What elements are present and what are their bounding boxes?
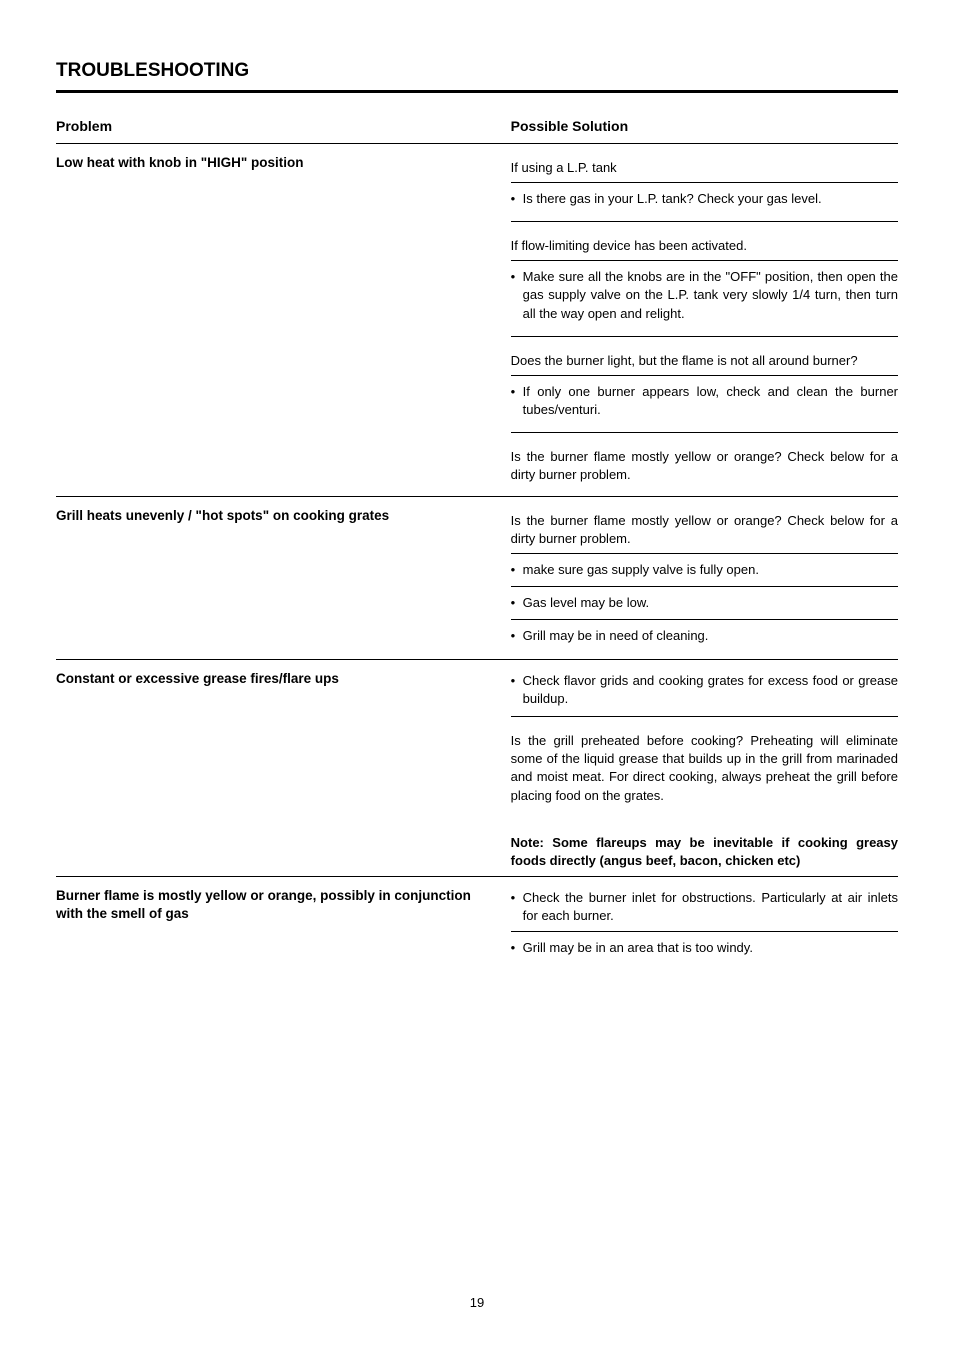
solution-post: Is the grill preheated before cooking? P… bbox=[511, 732, 898, 805]
problem-text: Grill heats unevenly / "hot spots" on co… bbox=[56, 508, 389, 523]
bullet-item: •Grill may be in an area that is too win… bbox=[511, 937, 898, 959]
solution-note: Note: Some flareups may be inevitable if… bbox=[511, 834, 898, 870]
solution-pre: If using a L.P. tank bbox=[511, 159, 898, 177]
solution-pre: If flow-limiting device has been activat… bbox=[511, 237, 898, 255]
table-row: Constant or excessive grease fires/flare… bbox=[56, 659, 898, 716]
troubleshooting-table: Problem Possible Solution Low heat with … bbox=[56, 111, 898, 971]
bullet-item: •If only one burner appears low, check a… bbox=[511, 381, 898, 421]
bullet-item: •Grill may be in need of cleaning. bbox=[511, 625, 898, 647]
bullet-item: •Check flavor grids and cooking grates f… bbox=[511, 670, 898, 710]
header-problem: Problem bbox=[56, 111, 511, 143]
bullet-item: •Check the burner inlet for obstructions… bbox=[511, 887, 898, 927]
problem-text: Low heat with knob in "HIGH" position bbox=[56, 155, 304, 170]
table-row: Grill heats unevenly / "hot spots" on co… bbox=[56, 496, 898, 659]
header-solution: Possible Solution bbox=[511, 111, 898, 143]
table-row: Low heat with knob in "HIGH" position If… bbox=[56, 144, 898, 222]
solution-pre: Is the burner flame mostly yellow or ora… bbox=[511, 512, 898, 548]
bullet-item: •Gas level may be low. bbox=[511, 592, 898, 614]
page-number: 19 bbox=[0, 1295, 954, 1310]
page-title: TROUBLESHOOTING bbox=[56, 60, 898, 82]
title-rule bbox=[56, 90, 898, 93]
bullet-item: •Make sure all the knobs are in the "OFF… bbox=[511, 266, 898, 325]
table-row: Burner flame is mostly yellow or orange,… bbox=[56, 877, 898, 971]
solution-post: Is the burner flame mostly yellow or ora… bbox=[511, 448, 898, 484]
bullet-item: •make sure gas supply valve is fully ope… bbox=[511, 559, 898, 581]
problem-text: Constant or excessive grease fires/flare… bbox=[56, 671, 339, 686]
bullet-item: •Is there gas in your L.P. tank? Check y… bbox=[511, 188, 898, 210]
solution-pre: Does the burner light, but the flame is … bbox=[511, 352, 898, 370]
problem-text: Burner flame is mostly yellow or orange,… bbox=[56, 888, 471, 921]
